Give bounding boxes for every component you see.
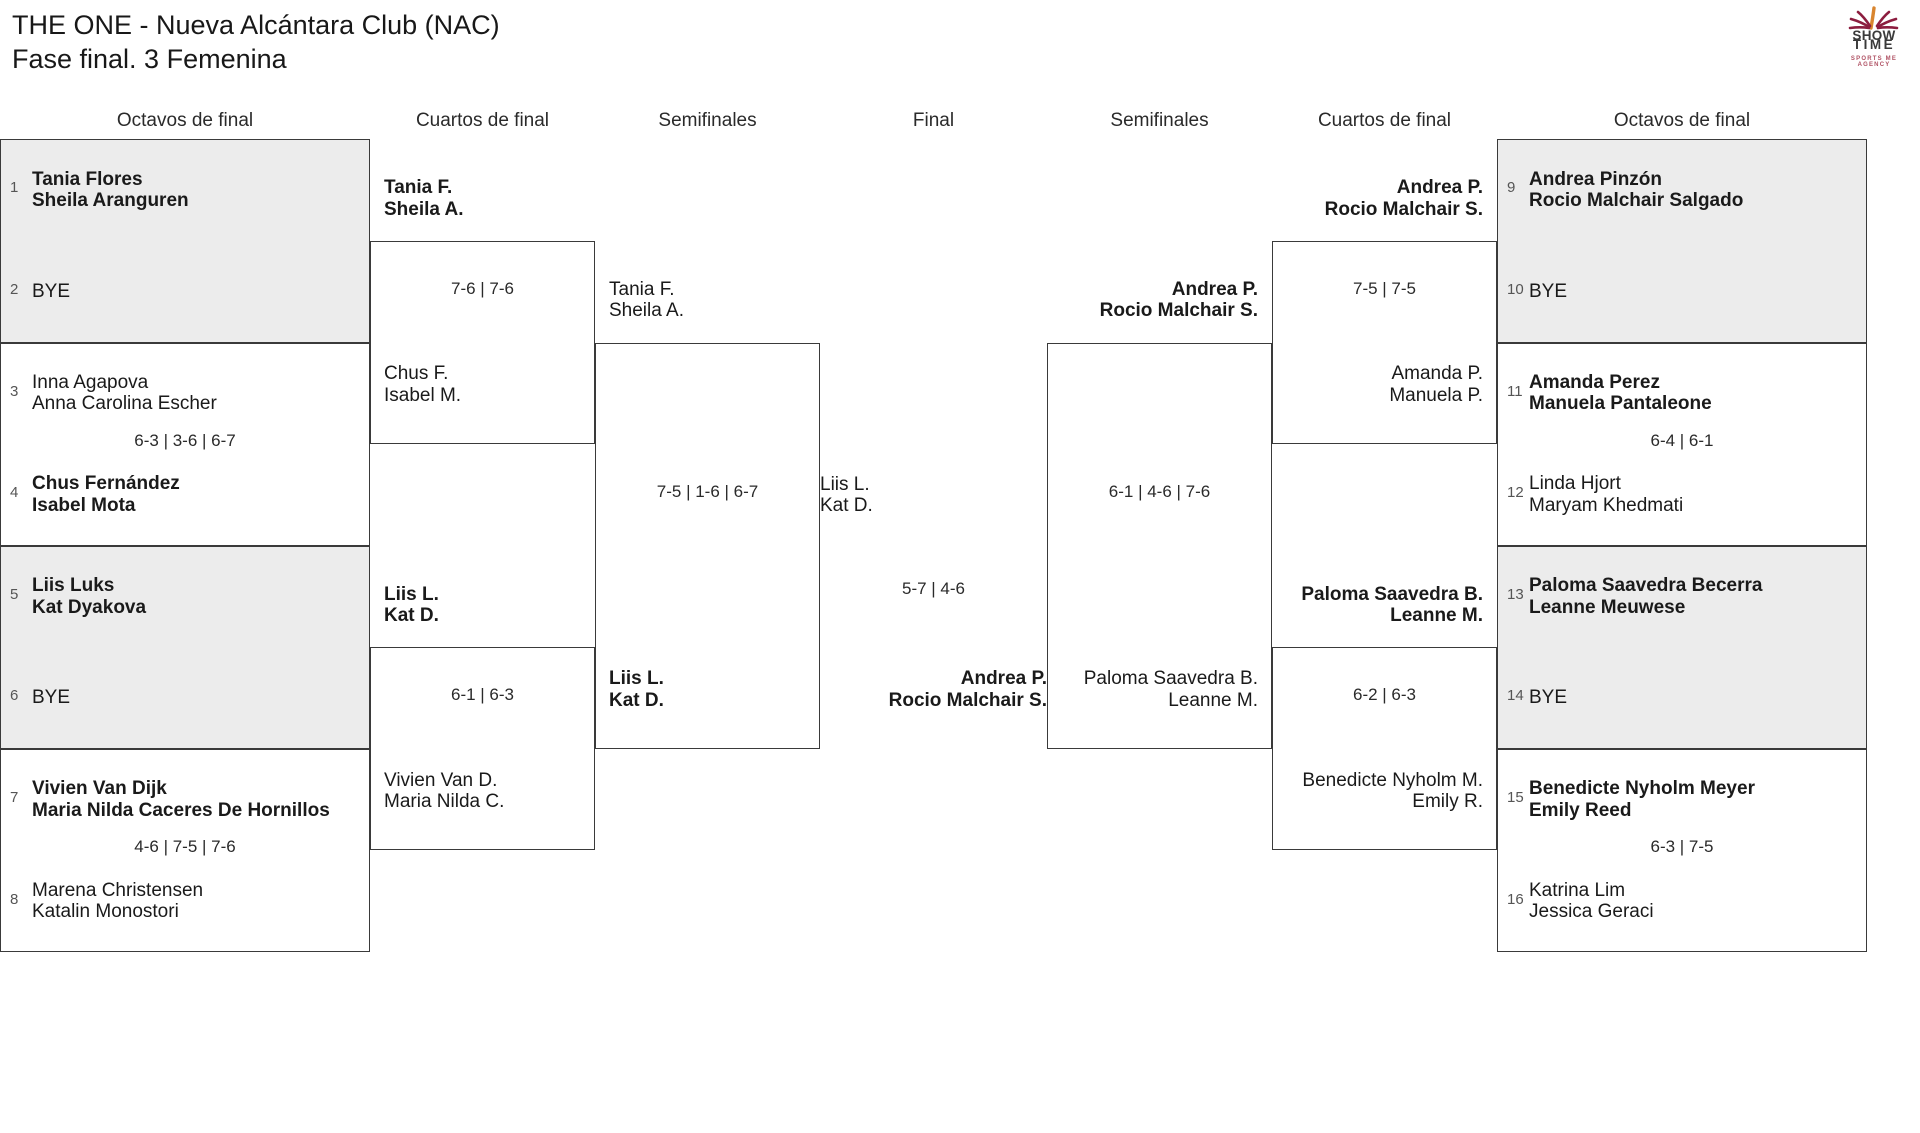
svg-text:TIME: TIME [1853,37,1895,52]
